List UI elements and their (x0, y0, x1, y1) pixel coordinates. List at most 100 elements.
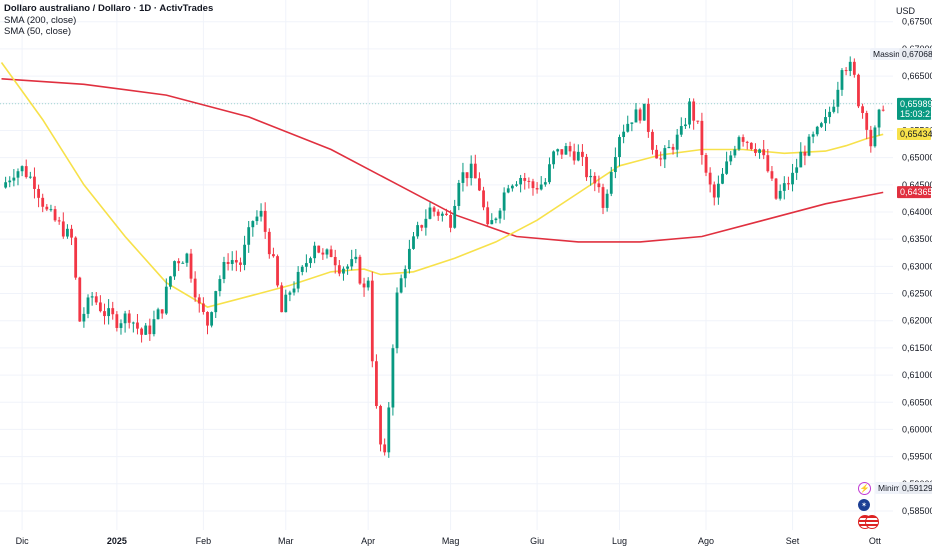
x-tick-label: 2025 (107, 536, 127, 546)
candle (160, 309, 164, 319)
candle (181, 261, 185, 264)
candle (787, 176, 790, 190)
candle (259, 203, 263, 222)
candle (177, 258, 181, 271)
candle (399, 274, 403, 294)
candle (420, 224, 424, 232)
candle (350, 249, 354, 271)
candle (774, 177, 778, 200)
candle (819, 121, 823, 128)
candle (564, 142, 568, 155)
candle (78, 276, 82, 322)
candle (317, 245, 321, 254)
candle (560, 149, 564, 159)
candle (346, 264, 349, 275)
candle (201, 297, 205, 315)
candle (66, 224, 69, 239)
candle (803, 145, 807, 166)
candle (416, 221, 420, 239)
price-axis: 0,675000,670000,665000,660000,655000,650… (902, 17, 932, 516)
candle (28, 171, 32, 179)
candle (424, 209, 428, 236)
grid (0, 0, 893, 530)
candle (375, 354, 378, 409)
svg-text:0,64365: 0,64365 (900, 187, 932, 197)
candle (337, 259, 341, 277)
candle (304, 254, 308, 273)
y-tick-label: 0,60500 (902, 397, 932, 407)
candle (107, 299, 111, 325)
candle (836, 81, 840, 114)
candle (659, 151, 663, 167)
candle (515, 181, 518, 187)
sma200-line[interactable] (1, 78, 884, 243)
candle (152, 310, 156, 337)
symbol-title[interactable]: Dollaro australiano / Dollaro · 1D · Act… (4, 3, 214, 14)
candle (325, 248, 329, 259)
y-tick-label: 0,63000 (902, 261, 932, 271)
candle (700, 112, 704, 165)
candle (692, 98, 696, 130)
candle (482, 186, 485, 211)
flag-au-icon[interactable]: ✶ (858, 499, 870, 511)
candle (226, 253, 230, 271)
x-tick-label: Mag (442, 536, 460, 546)
candle (370, 271, 374, 368)
candle (642, 103, 646, 121)
sma200-legend[interactable]: SMA (200, close) (4, 14, 77, 26)
candle (510, 184, 514, 192)
candle (395, 287, 399, 354)
candle (618, 134, 621, 167)
flag-us-icon-2[interactable] (865, 515, 879, 529)
candle (33, 167, 36, 199)
candle (243, 235, 246, 271)
y-tick-label: 0,63500 (902, 234, 932, 244)
time-axis: Dic 2025 Feb Mar Apr Mag Giu Lug Ago Set Ott (16, 536, 882, 546)
sma50-legend[interactable]: SMA (50, close) (4, 26, 72, 37)
candle (358, 254, 362, 285)
candle (131, 321, 135, 333)
y-tick-label: 0,61000 (902, 370, 932, 380)
lightning-icon[interactable]: ⚡ (858, 482, 871, 495)
candle (354, 248, 358, 264)
candle (848, 56, 852, 77)
svg-text:0,65989: 0,65989 (900, 99, 932, 109)
candle (502, 187, 506, 220)
candle (737, 135, 741, 151)
candle (148, 318, 152, 341)
candle (4, 176, 8, 189)
candle (844, 67, 848, 76)
candle (807, 134, 811, 157)
candle (333, 249, 337, 274)
candle (548, 157, 551, 185)
candle (103, 303, 106, 325)
candle (383, 438, 387, 456)
candle (144, 322, 148, 336)
candle (234, 250, 238, 272)
candle (272, 247, 275, 258)
candle (288, 290, 292, 302)
y-tick-label: 0,62000 (902, 316, 932, 326)
candle (453, 199, 457, 229)
candle (61, 212, 65, 239)
candle (535, 182, 539, 194)
candle (12, 169, 16, 187)
candle (214, 290, 218, 318)
candle (8, 176, 12, 188)
candle (70, 224, 73, 246)
candle (490, 213, 494, 225)
candle (539, 176, 543, 191)
currency-label[interactable]: USD (895, 6, 915, 16)
candle (255, 210, 259, 225)
candle (741, 134, 745, 147)
candle (473, 154, 477, 179)
candle (82, 307, 86, 328)
candle (74, 236, 78, 280)
candle (799, 142, 803, 168)
svg-text:15:03:21: 15:03:21 (900, 109, 932, 119)
candle (49, 204, 53, 212)
candle (498, 208, 502, 224)
candle (197, 294, 201, 313)
candle (840, 68, 844, 96)
